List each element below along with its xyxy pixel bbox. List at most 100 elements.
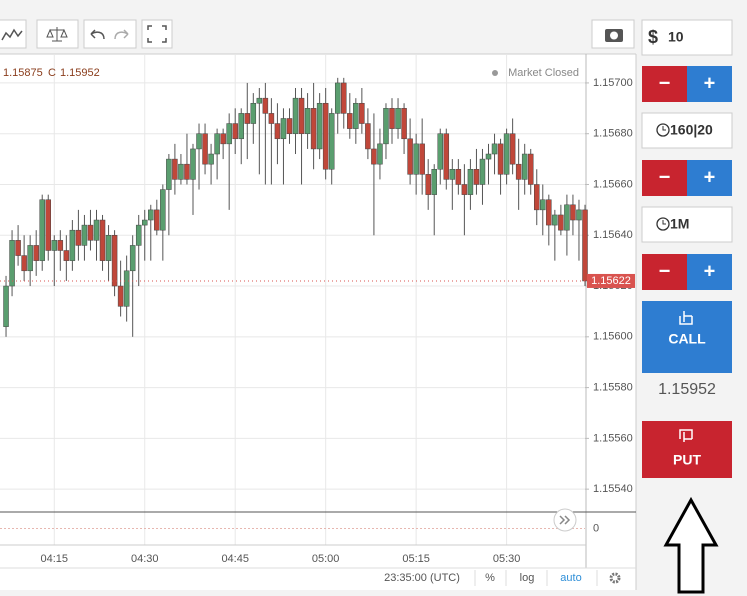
call-label: CALL: [668, 331, 706, 347]
y-tick-label: 1.15680: [593, 128, 633, 140]
minus-button[interactable]: [642, 160, 687, 196]
candle-body: [286, 118, 293, 134]
clock-hands: [662, 126, 666, 131]
candle-body: [515, 163, 522, 180]
candle-body: [33, 245, 39, 261]
plus-label: +: [704, 72, 716, 94]
candle-body: [328, 113, 335, 170]
status-dot: [492, 70, 498, 76]
market-status: Market Closed: [508, 67, 579, 79]
candle-body: [93, 219, 100, 241]
x-tick-label: 04:15: [41, 553, 69, 565]
clock-hands: [662, 220, 666, 225]
candle-body: [105, 235, 112, 261]
candle-body: [39, 199, 45, 261]
auto-toggle[interactable]: auto: [560, 572, 581, 584]
candle-body: [81, 224, 88, 246]
log-toggle[interactable]: log: [520, 572, 535, 584]
candle-body: [51, 240, 58, 251]
candle-body: [111, 235, 118, 287]
candle-body: [220, 133, 226, 145]
candle-body: [274, 123, 281, 140]
candle-body: [172, 158, 178, 180]
settings-icon[interactable]: [609, 572, 621, 584]
minus-button[interactable]: [642, 254, 687, 290]
candle-body: [371, 148, 377, 165]
candle-body: [232, 123, 238, 140]
candle-body: [262, 97, 269, 114]
candle-body: [419, 143, 425, 175]
candle-body: [341, 82, 347, 114]
y-tick-label: 1.15540: [593, 483, 633, 495]
candle-body: [431, 169, 437, 195]
candle-body: [298, 97, 305, 134]
candle-body: [491, 143, 498, 155]
candle-body: [552, 214, 558, 226]
compare-icon: [46, 27, 68, 42]
plus-button[interactable]: [687, 160, 732, 196]
minus-label: −: [659, 166, 671, 188]
candle-body: [129, 245, 136, 272]
x-tick-label: 05:00: [312, 553, 340, 565]
scroll-icon: [559, 515, 571, 525]
put-label: PUT: [673, 452, 701, 468]
candle-body: [190, 148, 196, 180]
y-tick-label: 1.15660: [593, 178, 633, 190]
timeframe-value: 1M: [670, 216, 689, 232]
candle-body: [509, 133, 516, 165]
candle-body: [3, 285, 9, 327]
candle-body: [310, 108, 317, 150]
candle-body: [527, 153, 534, 185]
toolbar: [0, 19, 635, 49]
candle-body: [322, 102, 329, 170]
candle-body: [558, 214, 564, 231]
candle-body: [57, 240, 64, 251]
trade-panel: $ 10 − + − + − + 160|20 1M CALL PUT 1.15952: [641, 19, 733, 478]
candle-body: [407, 138, 413, 175]
indicators-icon: [1, 28, 23, 41]
candle-body: [383, 108, 389, 145]
expiry-value: 160|20: [670, 122, 713, 138]
candle-body: [497, 143, 504, 175]
candle-body: [521, 153, 528, 180]
candle-body: [353, 102, 359, 129]
candle-body: [365, 123, 371, 150]
candle-body: [280, 118, 287, 140]
candle-body: [582, 209, 588, 282]
put-icon: [679, 429, 693, 442]
candle-body: [27, 245, 33, 272]
clock-icon: [656, 123, 670, 137]
candle-body: [576, 209, 582, 221]
candle-body: [389, 108, 395, 129]
call-button[interactable]: [642, 301, 732, 373]
candle-body: [202, 133, 208, 165]
candle-body: [304, 108, 311, 134]
candle-body: [467, 169, 474, 195]
indicators-button[interactable]: [0, 19, 27, 49]
y-tick-label: 1.15700: [593, 77, 633, 89]
plus-button[interactable]: [687, 254, 732, 290]
candle-body: [178, 163, 184, 180]
candle-body: [15, 240, 21, 256]
candle-body: [292, 97, 299, 134]
candle-body: [570, 204, 576, 221]
minus-label: −: [659, 72, 671, 94]
candle-body: [485, 153, 492, 160]
last-price-tag: [587, 273, 635, 288]
candle-body: [443, 133, 450, 180]
plus-label: +: [704, 166, 716, 188]
ohlc-close-letter: C: [48, 67, 56, 79]
candle-body: [461, 184, 468, 195]
candle-body: [226, 123, 232, 145]
candle-body: [401, 108, 407, 140]
minus-button[interactable]: [642, 66, 687, 102]
plus-button[interactable]: [687, 66, 732, 102]
fullscreen-button[interactable]: [141, 19, 173, 49]
percent-toggle[interactable]: %: [485, 572, 495, 584]
candle-body: [148, 209, 154, 221]
fullscreen-icon: [147, 25, 167, 43]
amount-input[interactable]: [641, 19, 733, 56]
candle-body: [455, 169, 462, 185]
candle-body: [449, 169, 456, 180]
